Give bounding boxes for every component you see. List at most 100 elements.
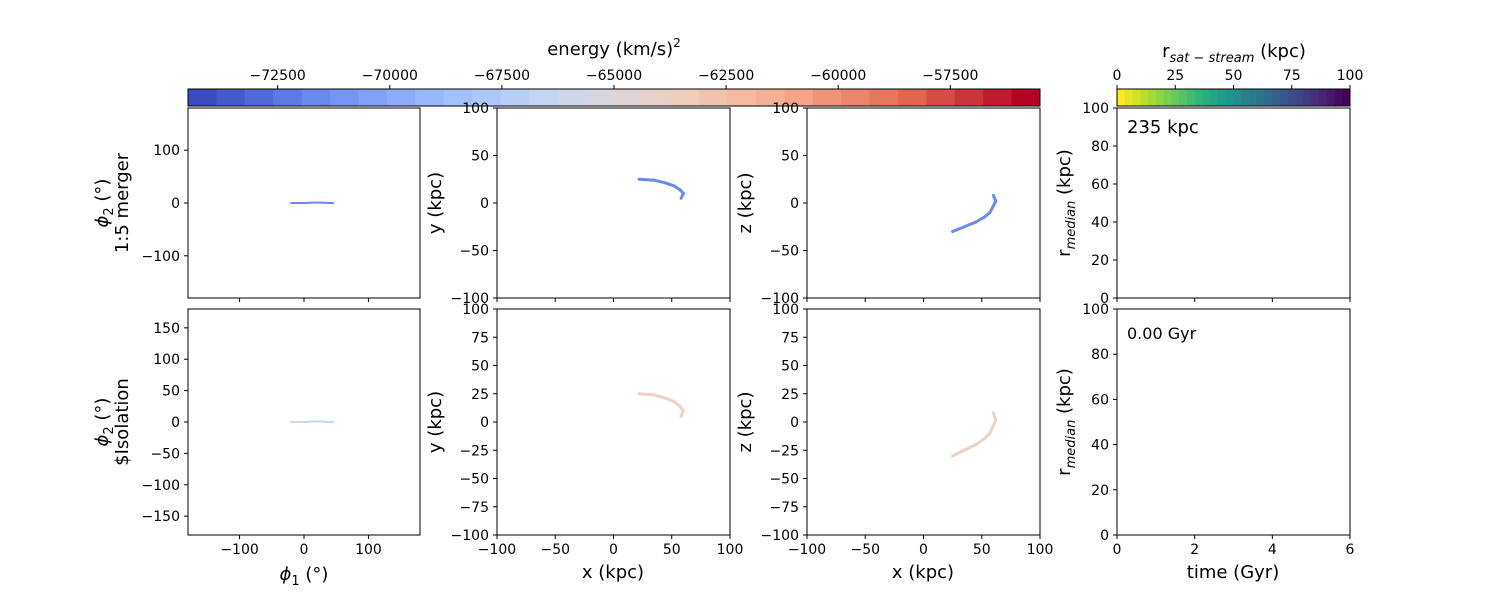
x-tick-label: 0 — [609, 542, 618, 558]
panel-rmedian-isolation: 0 20 40 60 80 100 0 2 4 6 — [1082, 302, 1354, 558]
y-tick-label: 100 — [462, 101, 489, 117]
rsat-colorbar-label: rsat − stream (kpc) — [1162, 41, 1306, 66]
colorbar-segment — [1225, 89, 1234, 106]
y-axis-label-top: y (kpc) — [425, 172, 446, 234]
y-tick-label: −75 — [459, 500, 489, 516]
stream-point — [682, 409, 685, 413]
colorbar-segment — [1011, 89, 1041, 106]
y-tick-label: −100 — [451, 291, 489, 307]
stream-point — [682, 192, 685, 195]
stream-segment — [962, 443, 978, 452]
panel-frame — [806, 308, 1041, 536]
stream-point — [962, 225, 966, 229]
y-tick-label: 50 — [781, 359, 799, 375]
y-tick-label: 40 — [1091, 215, 1109, 231]
y-tick-label: −25 — [769, 443, 799, 459]
colorbar-tick-label: −60000 — [810, 68, 866, 84]
z-axis-label-top: z (kpc) — [735, 173, 756, 234]
stream-point — [982, 437, 986, 441]
colorbar-segment — [1179, 89, 1188, 106]
y-tick-label: 0 — [790, 196, 799, 212]
panel-phi1-phi2-isolation: −150 −100 −50 0 50 100 150 −100 0 100 — [142, 308, 421, 558]
energy-colorbar-label: energy (km/s)2 — [547, 36, 681, 60]
y-tick-label: −100 — [142, 478, 180, 494]
x-tick-label: −100 — [220, 542, 258, 558]
colorbar-segment — [386, 89, 416, 106]
colorbar-tick-label: 75 — [1283, 68, 1301, 84]
stream-segment — [637, 392, 656, 397]
stream-point — [974, 220, 978, 224]
y-tick-label: 100 — [153, 143, 180, 159]
colorbar-segment — [557, 89, 587, 106]
x-tick-label: −100 — [478, 542, 516, 558]
y-tick-label: 80 — [1091, 139, 1109, 155]
stream-point — [315, 201, 318, 204]
colorbar-tick-label: −70000 — [362, 68, 418, 84]
y-tick-label: 20 — [1091, 253, 1109, 269]
rmedian-label-top-text: rmedian (kpc) — [1054, 149, 1079, 257]
colorbar-segment — [1163, 89, 1172, 106]
colorbar-segment — [216, 89, 246, 106]
colorbar-segment — [1241, 89, 1250, 106]
stream-point — [652, 178, 656, 182]
colorbar-segment — [1272, 89, 1281, 106]
energy-colorbar-ticks: −72500 −70000 −67500 −65000 −62500 −60000 −575… — [250, 68, 978, 89]
colorbar-segment — [301, 89, 331, 106]
stream-point — [951, 454, 955, 458]
stream-point — [962, 448, 966, 452]
colorbar-segment — [699, 89, 729, 106]
x-tick-label: 4 — [1268, 542, 1277, 558]
x-tick-label: −50 — [540, 542, 570, 558]
y-tick-label: 100 — [772, 302, 799, 318]
colorbar-segment — [1132, 89, 1141, 106]
stream-point — [992, 204, 995, 208]
colorbar-segment — [954, 89, 984, 106]
stream-point — [290, 421, 293, 423]
y-tick-label: 0 — [1100, 291, 1109, 307]
stream-point — [994, 199, 998, 203]
stream-segment — [951, 225, 966, 233]
colorbar-tick-label: 50 — [1225, 68, 1243, 84]
x-tick-label: −100 — [788, 542, 826, 558]
colorbar-segment — [670, 89, 700, 106]
colorbar-segment — [869, 89, 899, 106]
stream-point — [328, 202, 331, 204]
colorbar-segment — [841, 89, 871, 106]
colorbar-segment — [898, 89, 927, 106]
stream-point — [679, 414, 683, 418]
stream-point — [652, 393, 656, 397]
y-tick-label: −75 — [769, 500, 799, 516]
stream-point — [974, 443, 978, 446]
stream-segment — [951, 448, 966, 458]
stream-point — [290, 202, 293, 204]
colorbar-segment — [1155, 89, 1165, 106]
rsat-colorbar-ticks: 0 25 50 75 100 — [1113, 68, 1364, 89]
y-tick-label: −100 — [761, 528, 799, 544]
colorbar-segment — [1202, 89, 1211, 106]
x-axis-label-xz: x (kpc) — [892, 562, 954, 583]
y-tick-label: −100 — [142, 249, 180, 265]
colorbar-segment — [1342, 89, 1351, 106]
panel-frame — [806, 107, 1041, 299]
panel-phi1-phi2-merger: −100 0 100 — [142, 107, 421, 302]
panel-frame — [1116, 107, 1351, 299]
colorbar-segment — [1334, 89, 1343, 106]
colorbar-segment — [1318, 89, 1328, 106]
colorbar-segment — [614, 89, 643, 106]
stream-point — [303, 202, 305, 204]
y-tick-label: −50 — [150, 446, 180, 462]
stream-segment — [652, 393, 668, 400]
x-tick-label: 100 — [717, 542, 744, 558]
colorbar-segment — [983, 89, 1013, 106]
y-tick-label: 50 — [781, 149, 799, 165]
y-tick-label: 25 — [471, 387, 489, 403]
y-tick-label: 50 — [471, 359, 489, 375]
row-label-top-name: 1:5 merger — [112, 152, 133, 253]
phi1-axis-label: ϕ1 (°) — [280, 564, 329, 589]
y-tick-label: −50 — [769, 472, 799, 488]
row-label-bottom: ϕ2 (°) $Isolation — [92, 378, 133, 466]
colorbar-tick-label: 100 — [1337, 68, 1364, 84]
row-label-top: ϕ2 (°) 1:5 merger — [92, 152, 133, 253]
colorbar-segment — [1171, 89, 1180, 106]
